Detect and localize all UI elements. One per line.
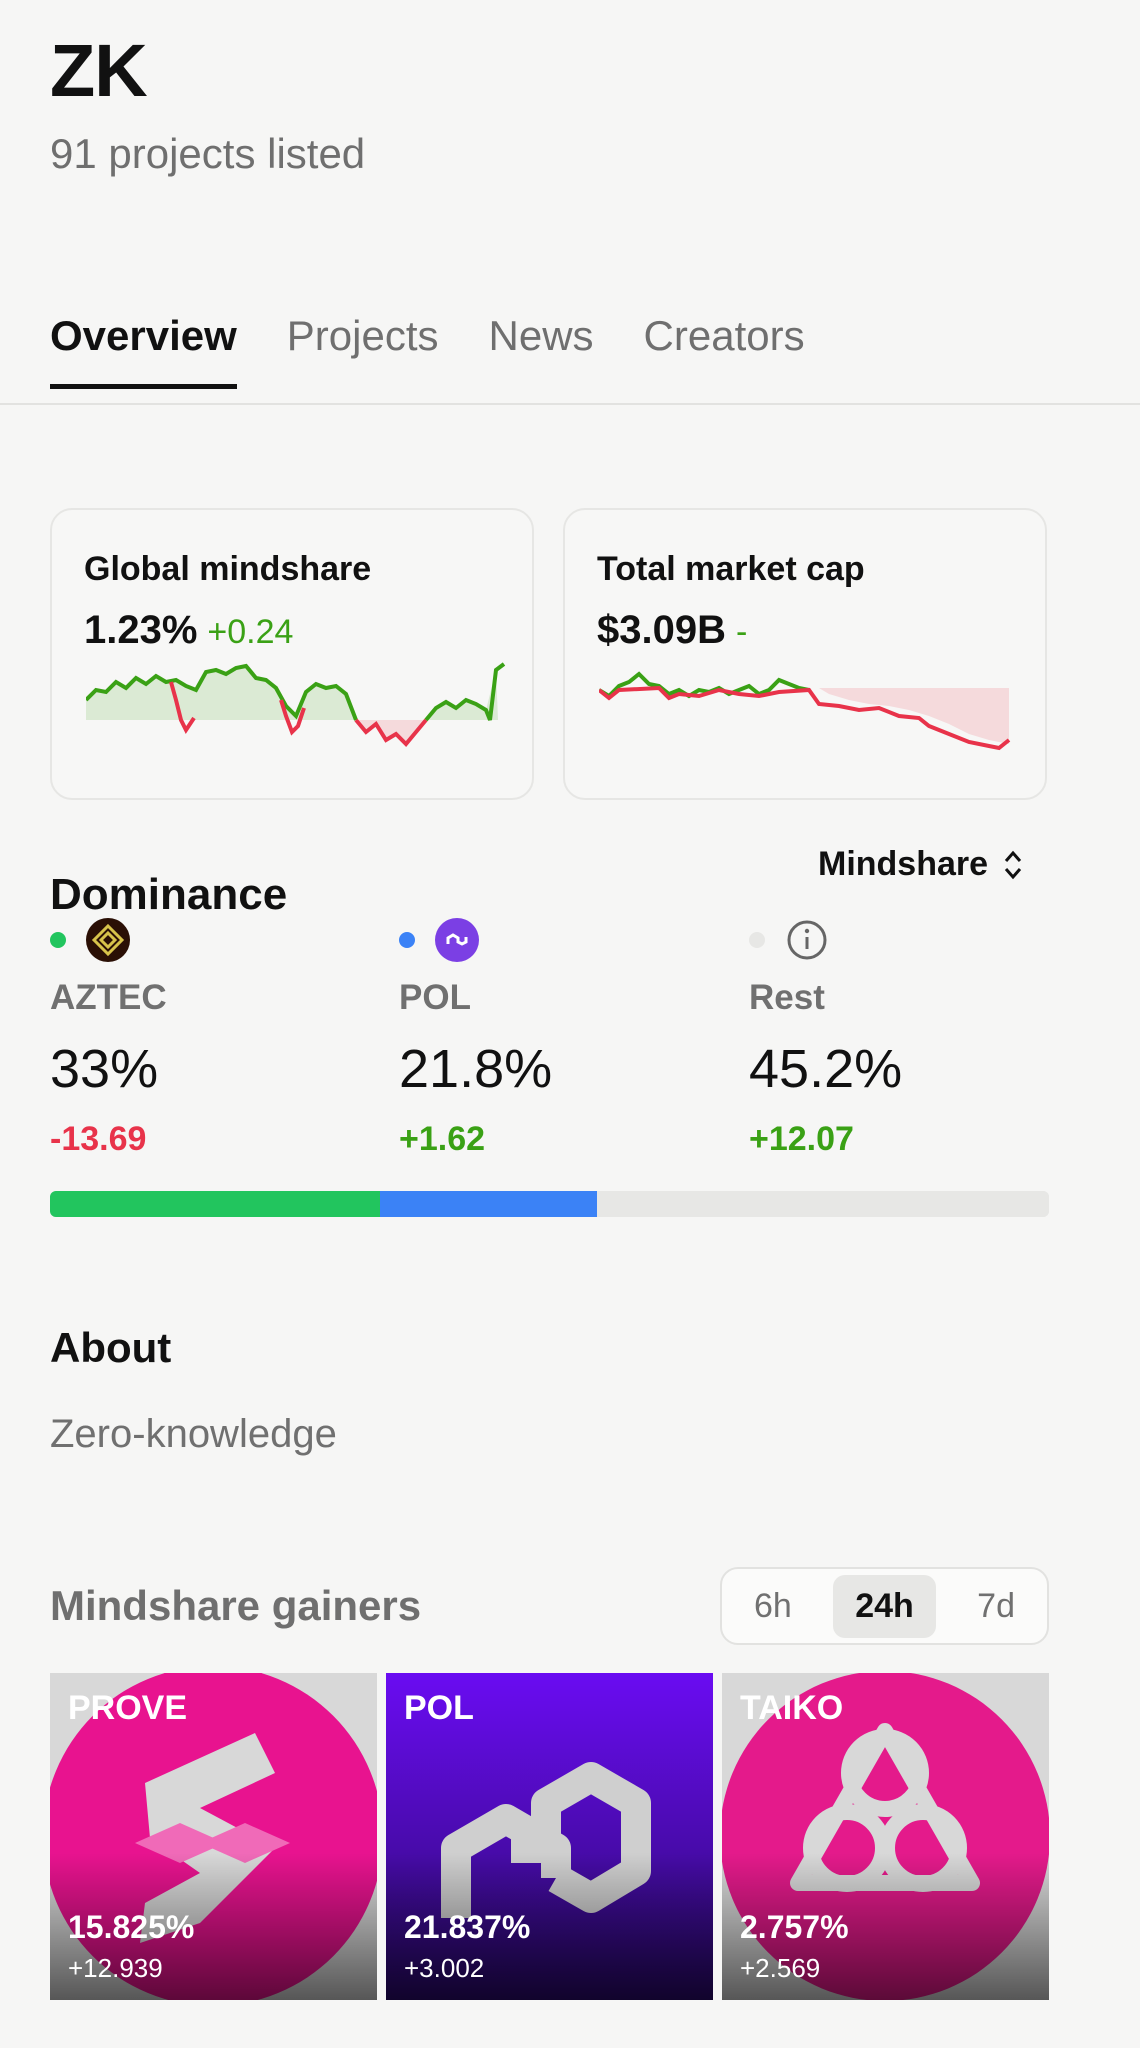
market-cap-sparkline — [599, 671, 1011, 751]
dominance-pct: 45.2% — [749, 1039, 903, 1099]
mindshare-sparkline — [86, 662, 506, 747]
range-7d-button[interactable]: 7d — [977, 1586, 1015, 1625]
tile-change: +3.002 — [404, 1953, 485, 1983]
tile-shade — [386, 1673, 713, 2000]
about-text: Zero-knowledge — [50, 1412, 337, 1456]
dominance-name: Rest — [749, 978, 825, 1017]
card-label: Global mindshare — [84, 550, 372, 588]
metric-selector-label: Mindshare — [818, 845, 989, 883]
card-value: 1.23% +0.24 — [84, 608, 293, 653]
time-range-toggle: 6h 24h 7d — [720, 1567, 1049, 1645]
market-cap-value: $3.09B — [597, 608, 726, 652]
tile-shade — [50, 1673, 377, 2000]
info-icon[interactable] — [785, 918, 829, 962]
range-24h-button[interactable]: 24h — [833, 1574, 936, 1638]
gainer-tile-pol[interactable]: POL 21.837% +3.002 — [386, 1673, 713, 2000]
dominance-segment-rest — [597, 1191, 1049, 1217]
range-6h-button[interactable]: 6h — [754, 1586, 792, 1625]
legend-dot — [399, 932, 415, 948]
gainer-tile-taiko[interactable]: TAIKO 2.757% +2.569 — [722, 1673, 1049, 2000]
dominance-change: +1.62 — [399, 1120, 486, 1158]
dominance-bar — [50, 1191, 1049, 1217]
legend-dot — [50, 932, 66, 948]
tab-bar: Overview Projects News Creators — [50, 312, 805, 389]
tab-projects[interactable]: Projects — [286, 312, 439, 359]
tile-pct: 15.825% — [68, 1909, 195, 1945]
tile-pct: 21.837% — [404, 1909, 531, 1945]
dominance-change: +12.07 — [749, 1120, 854, 1158]
gainer-tile-prove[interactable]: PROVE 15.825% +12.939 — [50, 1673, 377, 2000]
tab-divider — [0, 403, 1140, 405]
about-heading: About — [50, 1324, 172, 1371]
tile-pct: 2.757% — [740, 1909, 849, 1945]
sort-chevrons-icon — [1004, 850, 1022, 879]
dominance-heading: Dominance — [50, 870, 288, 919]
market-cap-card[interactable]: Total market cap $3.09B - — [563, 508, 1047, 800]
tile-change: +2.569 — [740, 1953, 821, 1983]
dominance-pct: 33% — [50, 1039, 159, 1099]
tile-change: +12.939 — [68, 1953, 163, 1983]
global-mindshare-card[interactable]: Global mindshare 1.23% +0.24 — [50, 508, 534, 800]
projects-count: 91 projects listed — [50, 130, 366, 177]
tile-shade — [722, 1673, 1049, 2000]
metric-selector[interactable]: Mindshare — [818, 845, 1024, 884]
tile-name: TAIKO — [740, 1689, 844, 1727]
dominance-segment-aztec — [50, 1191, 380, 1217]
page-title: ZK — [50, 29, 148, 112]
tile-name: PROVE — [68, 1689, 188, 1727]
dominance-change: -13.69 — [50, 1120, 147, 1158]
tab-creators[interactable]: Creators — [643, 312, 805, 359]
card-value: $3.09B - — [597, 608, 747, 653]
dominance-segment-pol — [379, 1191, 598, 1217]
mindshare-change: +0.24 — [207, 613, 294, 651]
mindshare-value: 1.23% — [84, 608, 198, 652]
tab-news[interactable]: News — [488, 312, 594, 359]
legend-dot — [749, 932, 765, 948]
dominance-name: AZTEC — [50, 978, 167, 1017]
tile-name: POL — [404, 1689, 474, 1727]
card-label: Total market cap — [597, 550, 865, 588]
market-cap-change: - — [735, 613, 748, 651]
tab-overview[interactable]: Overview — [50, 312, 237, 389]
gainers-heading: Mindshare gainers — [50, 1582, 422, 1629]
dominance-pct: 21.8% — [399, 1039, 553, 1099]
dominance-name: POL — [399, 978, 471, 1017]
polygon-logo-icon — [435, 918, 479, 962]
aztec-logo-icon — [86, 918, 130, 962]
